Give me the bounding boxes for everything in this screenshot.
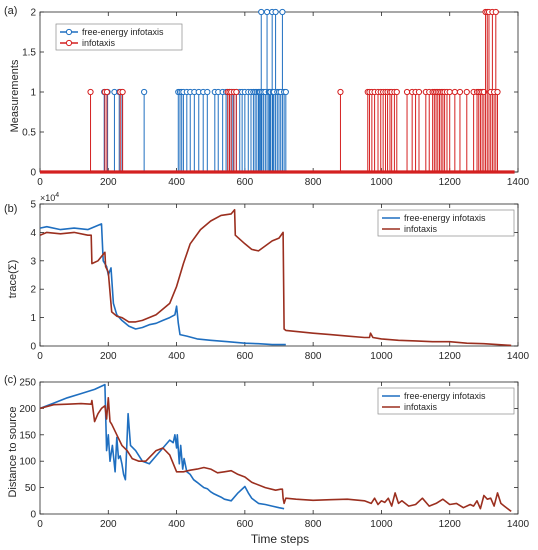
- stem-marker: [337, 88, 344, 96]
- panel-label: (c): [4, 374, 17, 386]
- y-tick-label: 1.5: [22, 48, 36, 59]
- x-tick-label: 600: [237, 177, 254, 188]
- y-axis-title: trace(Σ): [7, 260, 19, 299]
- stem-marker: [263, 8, 271, 16]
- y-tick-label: 3: [30, 256, 36, 267]
- stem-marker: [492, 8, 499, 16]
- stem-marker: [141, 88, 148, 96]
- x-tick-label: 0: [37, 519, 43, 530]
- legend-box: [55, 23, 183, 51]
- stem-marker: [415, 88, 423, 96]
- x-tick-label: 600: [237, 351, 254, 362]
- legend-label: free-energy infotaxis: [404, 213, 486, 223]
- panel-c-distance: 0 200 400 600 800 1000 1200 1400 0 50 100 150 200 250…: [4, 374, 530, 530]
- x-tick-label: 1200: [439, 351, 462, 362]
- x-tick-label: 1200: [439, 177, 462, 188]
- stem-marker: [119, 88, 126, 96]
- y-tick-label: 0: [30, 168, 36, 179]
- stem-marker: [87, 88, 94, 96]
- x-tick-label: 400: [168, 351, 185, 362]
- y-tick-label: 0.5: [22, 128, 36, 139]
- x-tick-label: 200: [100, 519, 117, 530]
- legend-box: [377, 209, 515, 237]
- panel-label: (b): [4, 203, 17, 215]
- stem-marker: [494, 88, 501, 96]
- y-tick-label: 4: [30, 228, 36, 239]
- series-line: [39, 208, 512, 347]
- x-tick-label: 1200: [439, 519, 462, 530]
- x-tick-label: 800: [305, 519, 322, 530]
- y-tick-label: 0: [30, 510, 36, 521]
- x-tick-label: 1400: [507, 519, 530, 530]
- y-tick-label: 100: [19, 457, 36, 468]
- x-tick-label: 0: [37, 177, 43, 188]
- x-tick-label: 400: [168, 177, 185, 188]
- series-1: [39, 397, 512, 513]
- stem-marker: [446, 88, 453, 96]
- stem-marker: [463, 88, 470, 96]
- legend-label: infotaxis: [404, 224, 438, 234]
- x-tick-label: 1000: [370, 351, 393, 362]
- panel-a-measurements: 0 200 400 600 800 1000 1200 1400 0 0.5 1 1.5 2 Measur…: [4, 5, 530, 188]
- y-tick-label: 2: [30, 285, 36, 296]
- panel-b-trace: 0 200 400 600 800 1000 1200 1400 0 1 2 3 4 5 trace(Σ) (…: [4, 192, 530, 362]
- series-0: [39, 383, 285, 510]
- series-1: [40, 8, 515, 174]
- x-tick-label: 800: [305, 177, 322, 188]
- stem-marker: [272, 8, 279, 16]
- stem-marker: [403, 88, 411, 96]
- x-tick-label: 0: [37, 351, 43, 362]
- series-0: [39, 223, 286, 346]
- stem-marker: [233, 88, 240, 96]
- x-tick-label: 400: [168, 519, 185, 530]
- stem-marker: [103, 88, 111, 96]
- series-line: [39, 223, 286, 346]
- stem-marker: [282, 88, 289, 96]
- y-tick-label: 5: [30, 200, 36, 211]
- x-tick-label: 1400: [507, 351, 530, 362]
- series-line: [39, 383, 285, 510]
- y-tick-label: 200: [19, 404, 36, 415]
- x-tick-label: 200: [100, 177, 117, 188]
- exponent-label: ×104: [40, 192, 59, 203]
- y-tick-label: 150: [19, 430, 36, 441]
- legend-label: infotaxis: [82, 38, 116, 48]
- legend-box: [377, 387, 515, 415]
- legend-label: free-energy infotaxis: [82, 27, 164, 37]
- y-tick-label: 0: [30, 342, 36, 353]
- series-line: [39, 397, 512, 513]
- x-tick-label: 200: [100, 351, 117, 362]
- y-axis-title: Measurements: [9, 59, 21, 132]
- x-tick-label: 1000: [370, 177, 393, 188]
- x-axis-title: Time steps: [251, 532, 309, 546]
- stem-marker: [258, 8, 265, 16]
- y-axis-title: Distance to source: [7, 406, 19, 497]
- stem-marker: [393, 88, 400, 96]
- stem-marker: [451, 88, 458, 96]
- y-tick-label: 1: [30, 88, 36, 99]
- legend-marker: [65, 28, 73, 36]
- x-tick-label: 1000: [370, 519, 393, 530]
- x-tick-label: 800: [305, 351, 322, 362]
- y-tick-label: 250: [19, 378, 36, 389]
- legend-marker: [65, 39, 73, 47]
- stem-marker: [456, 88, 464, 96]
- panel-label: (a): [4, 5, 17, 17]
- y-tick-label: 1: [30, 313, 36, 324]
- x-tick-label: 600: [237, 519, 254, 530]
- stem-marker: [204, 88, 211, 96]
- legend-label: free-energy infotaxis: [404, 391, 486, 401]
- series-1: [39, 208, 512, 347]
- y-tick-label: 2: [30, 8, 36, 19]
- legend-label: infotaxis: [404, 402, 438, 412]
- x-tick-label: 1400: [507, 177, 530, 188]
- stem-marker: [279, 8, 286, 16]
- y-tick-label: 50: [25, 483, 37, 494]
